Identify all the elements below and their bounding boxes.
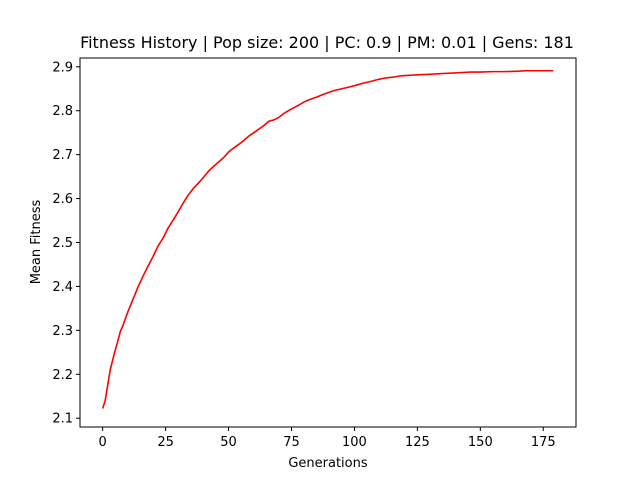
x-axis: 0 25 50 75 100 125 150 175 [99,427,556,450]
y-axis: 2.1 2.2 2.3 2.4 2.5 2.6 2.7 2.8 2.9 [52,60,80,427]
x-tick-label: 175 [531,435,556,450]
y-tick-label: 2.4 [52,280,73,295]
x-tick-label: 25 [157,435,174,450]
x-tick-label: 150 [468,435,493,450]
x-axis-label: Generations [288,456,368,471]
x-tick-label: 0 [99,435,107,450]
plot-area [101,69,554,409]
x-tick-label: 75 [283,435,300,450]
y-tick-label: 2.1 [52,412,73,427]
y-tick-label: 2.7 [52,148,73,163]
y-tick-label: 2.9 [52,60,73,75]
y-axis-label: Mean Fitness [29,199,44,284]
series-line [101,69,554,409]
y-tick-label: 2.2 [52,368,73,383]
chart-title: Fitness History | Pop size: 200 | PC: 0.… [80,33,574,52]
x-tick-label: 100 [342,435,367,450]
x-tick-label: 50 [220,435,237,450]
plot-frame [79,57,577,428]
y-tick-label: 2.8 [52,104,73,119]
y-tick-label: 2.5 [52,236,73,251]
y-tick-label: 2.6 [52,192,73,207]
x-tick-label: 125 [405,435,430,450]
y-tick-label: 2.3 [52,324,73,339]
